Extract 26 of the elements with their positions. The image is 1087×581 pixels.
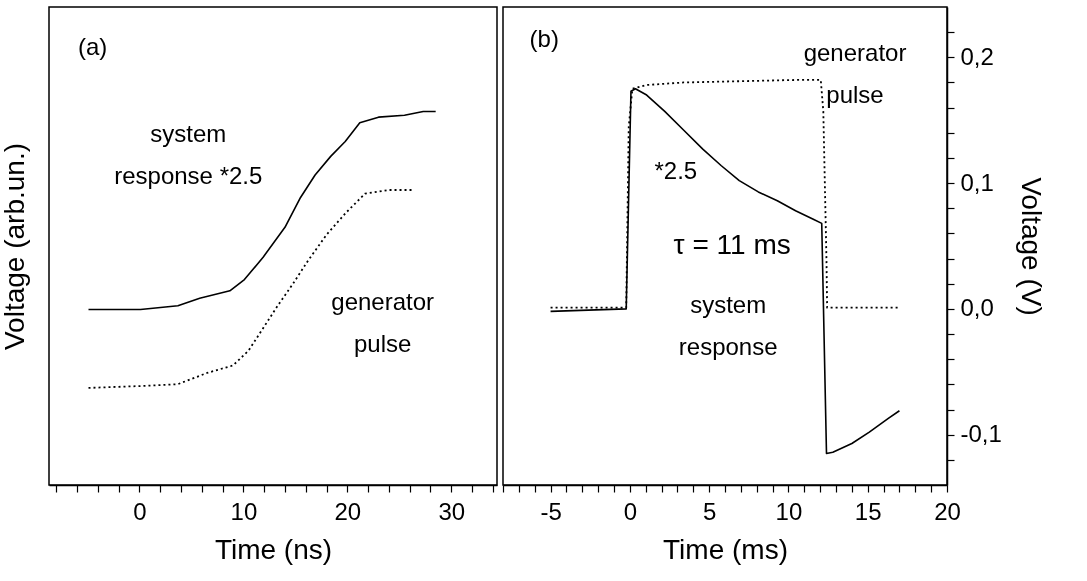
series-label: system response *2.5 — [114, 119, 263, 189]
annotation: (b) — [529, 24, 559, 52]
x-tick-label: 20 — [334, 497, 362, 525]
x-tick-label: 20 — [934, 497, 961, 525]
annotation: *2.5 — [654, 156, 698, 184]
series-label: system response — [678, 290, 778, 360]
x-tick-label: 10 — [230, 497, 258, 525]
x-tick-label: 30 — [438, 497, 466, 525]
y-tick-label: -0,1 — [960, 420, 1002, 448]
annotation: τ = 11 ms — [673, 229, 791, 260]
y-tick-label: 0,2 — [960, 42, 994, 70]
x-tick-label: 0 — [133, 497, 147, 525]
series-label: generator pulse — [803, 39, 907, 109]
x-tick-label: 0 — [623, 497, 638, 525]
x-tick-label: 15 — [854, 497, 882, 525]
x-tick-label: 10 — [775, 497, 803, 525]
y-axis-title: Voltage (arb.un.) — [0, 142, 30, 351]
x-tick-label: -5 — [540, 497, 562, 525]
x-axis-title: Time (ns) — [214, 533, 333, 565]
y-tick-label: 0,1 — [960, 168, 994, 196]
x-axis-title: Time (ms) — [663, 533, 788, 565]
y-axis-title: Voltage (V) — [1015, 177, 1047, 316]
text: (a) — [77, 33, 108, 61]
y-tick-label: 0,0 — [960, 294, 994, 322]
series-label: generator pulse — [331, 287, 435, 357]
x-tick-label: 5 — [702, 497, 717, 525]
